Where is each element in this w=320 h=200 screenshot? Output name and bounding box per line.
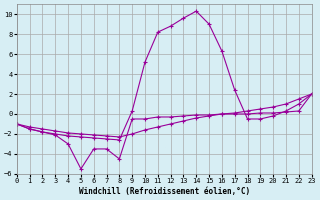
- X-axis label: Windchill (Refroidissement éolien,°C): Windchill (Refroidissement éolien,°C): [79, 187, 250, 196]
